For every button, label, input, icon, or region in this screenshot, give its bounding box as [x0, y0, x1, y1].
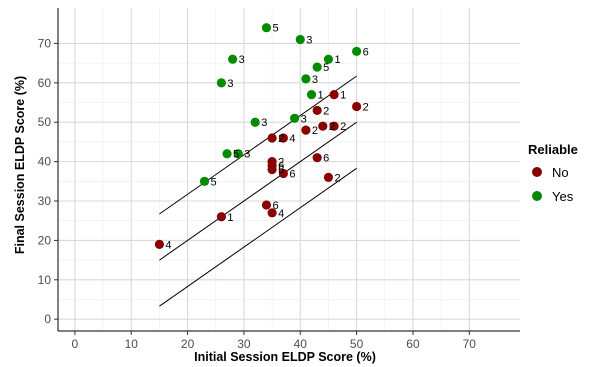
x-tick-label: 50: [350, 337, 364, 351]
x-tick-label: 40: [294, 337, 308, 351]
y-tick-label: 10: [38, 273, 52, 287]
point-label: 5: [210, 176, 216, 188]
point-label: 3: [239, 54, 245, 66]
point-label: 4: [289, 133, 295, 145]
data-point-yes: [352, 46, 362, 56]
data-point-yes: [312, 62, 322, 72]
data-point-yes: [323, 54, 334, 64]
point-label: 3: [261, 117, 267, 129]
y-tick-label: 50: [38, 115, 52, 129]
grid: [58, 8, 520, 331]
x-axis-title: Initial Session ELDP Score (%): [194, 350, 376, 364]
point-label: 3: [301, 113, 307, 125]
x-tick-label: 10: [125, 337, 139, 351]
data-point-no: [261, 200, 272, 210]
x-tick-label: 30: [237, 337, 251, 351]
y-tick-label: 40: [38, 155, 52, 169]
point-label: 2: [278, 133, 284, 145]
data-point-yes: [233, 149, 243, 159]
x-tick-label: 0: [72, 337, 79, 351]
data-point-yes: [222, 149, 232, 159]
point-label: 1: [340, 90, 346, 102]
data-point-no: [267, 133, 277, 143]
legend-swatch-no: [532, 167, 542, 177]
data-point-no: [312, 153, 322, 163]
regression-lines: [159, 75, 357, 307]
legend-swatch-yes: [532, 191, 542, 201]
data-point-no: [329, 90, 339, 100]
point-label: 2: [323, 105, 329, 117]
legend-title: Reliable: [528, 142, 578, 157]
point-label: 6: [289, 168, 295, 180]
axes: [57, 8, 520, 332]
x-tick-labels: 0 10 20 30 40 50 60 70: [72, 331, 477, 351]
point-label: 2: [340, 121, 346, 133]
data-point-no: [352, 101, 362, 112]
x-tick-label: 70: [463, 337, 477, 351]
data-point-no: [216, 212, 226, 222]
point-label: 6: [278, 165, 284, 177]
regression-line-2: [159, 121, 357, 261]
point-label: 6: [323, 153, 329, 165]
y-tick-label: 0: [44, 312, 51, 326]
x-tick-label: 60: [406, 337, 420, 351]
legend-label-yes: Yes: [552, 189, 574, 204]
y-tick-label: 70: [38, 36, 52, 50]
point-label: 5: [233, 149, 239, 161]
point-label: 2: [312, 125, 318, 137]
data-point-yes: [290, 113, 300, 123]
data-point-yes: [261, 23, 272, 33]
data-point-no: [323, 172, 334, 182]
point-label: 1: [334, 54, 340, 66]
data-points: [154, 23, 362, 249]
point-label: 1: [227, 212, 233, 224]
legend-label-no: No: [552, 165, 569, 180]
data-point-no: [312, 105, 322, 116]
data-point-yes: [199, 176, 210, 186]
point-label: 4: [165, 239, 171, 251]
x-tick-label: 20: [181, 337, 195, 351]
point-label: 2: [334, 172, 340, 184]
point-label: 5: [323, 62, 329, 74]
data-point-no: [318, 121, 328, 131]
regression-line-1: [159, 75, 357, 215]
data-point-yes: [228, 54, 238, 64]
regression-line-3: [159, 167, 357, 307]
point-label: 3: [306, 35, 312, 47]
data-point-yes: [250, 117, 260, 127]
point-label: 6: [272, 200, 278, 212]
point-label: 4: [278, 208, 284, 220]
y-tick-labels: 0 10 20 30 40 50 60 70: [38, 36, 58, 326]
data-point-no: [154, 239, 165, 249]
y-tick-label: 20: [38, 233, 52, 247]
data-point-yes: [306, 90, 317, 100]
y-axis-title: Final Session ELDP Score (%): [13, 76, 27, 254]
legend: Reliable No Yes: [528, 142, 578, 204]
data-point-no: [301, 125, 311, 135]
data-point-no: [329, 121, 339, 131]
y-tick-label: 30: [38, 194, 52, 208]
point-label: 2: [363, 101, 369, 113]
y-tick-label: 60: [38, 76, 52, 90]
data-point-yes: [295, 34, 305, 45]
legend-items: No Yes: [532, 165, 574, 204]
point-label: 6: [278, 161, 284, 173]
data-point-no: [278, 133, 288, 143]
data-point-yes: [301, 74, 311, 84]
point-label: 1: [318, 90, 324, 102]
point-label: 3: [227, 78, 233, 90]
data-point-no: [267, 208, 277, 218]
data-point-yes: [216, 78, 226, 88]
data-point-no: [278, 168, 288, 179]
point-label: 2: [329, 121, 335, 133]
point-label: 2: [278, 157, 284, 169]
point-label: 3: [312, 74, 318, 86]
data-point-no: [267, 164, 277, 175]
point-label: 6: [363, 46, 369, 58]
point-label: 5: [272, 23, 278, 35]
point-label: 3: [244, 149, 250, 161]
